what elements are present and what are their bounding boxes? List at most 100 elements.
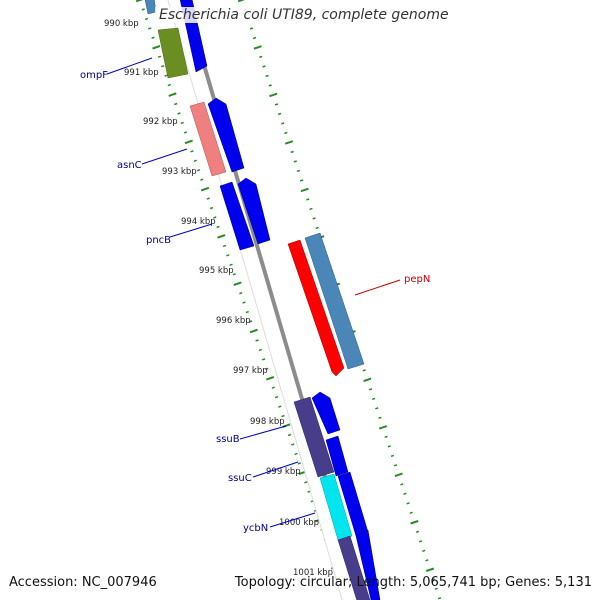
leader-asnC [141,148,188,165]
leader-ssuB [239,425,287,440]
inner-ruler-tick [297,462,301,465]
inner-ruler-tick [245,310,249,314]
gene-blue-3[interactable] [237,177,271,245]
outer-ruler-tick [293,160,297,163]
outer-ruler-tick [403,492,407,496]
inner-ruler-tick [148,27,152,30]
inner-ruler-tick [265,376,275,381]
inner-ruler-tick [164,74,168,77]
inner-ruler-tick [249,328,258,334]
inner-ruler-tick [265,367,269,371]
gene-ssuB[interactable] [293,396,335,478]
inner-ruler-tick [213,216,217,219]
gene-label-ycbN[interactable]: ycbN [243,523,268,534]
gene-ompF[interactable] [157,27,189,79]
inner-ruler-tick [183,131,188,134]
inner-ruler-tick [278,405,282,408]
outer-ruler-tick [269,92,278,98]
leader-ycbN [269,512,316,528]
inner-ruler-tick [281,414,285,418]
gene-blue-7[interactable] [355,529,381,600]
outer-ruler-tick [252,36,257,40]
tick-label-993: 993 kbp [162,167,197,177]
outer-ruler-tick [312,217,316,220]
inner-ruler-tick [261,358,266,361]
inner-ruler-tick [177,112,181,115]
inner-ruler-tick [217,234,226,239]
outer-ruler-tick [431,578,435,581]
gene-label-ssuB[interactable]: ssuB [216,434,240,445]
outer-ruler-tick [309,207,313,211]
gene-asnC[interactable] [189,101,227,177]
inner-ruler-tick [174,102,178,106]
gene-label-asnC[interactable]: asnC [117,160,142,171]
inner-ruler-tick [291,443,295,446]
outer-ruler-tick [390,454,395,458]
outer-ruler-tick [434,587,438,590]
outer-ruler-tick [259,55,263,59]
inner-ruler-tick [157,55,162,58]
inner-ruler-tick [307,490,311,493]
tick-label-990: 990 kbp [104,19,139,29]
inner-ruler-tick [180,121,184,125]
leader-pepN [354,279,401,296]
outer-ruler-tick [406,502,410,505]
gene-label-ompF[interactable]: ompF [80,70,108,81]
tick-label-1001: 1001 kbp [293,568,333,578]
gene-ssuC[interactable] [319,473,353,541]
inner-ruler-tick [135,0,144,3]
inner-ruler-tick [274,395,279,399]
inner-ruler-tick [255,339,259,342]
gene-pepN[interactable] [287,239,345,377]
outer-ruler-tick [274,103,279,106]
inner-ruler-tick [248,320,253,323]
tick-label-991: 991 kbp [124,68,159,78]
outer-ruler-tick [375,407,379,410]
inner-ruler-tick [168,92,177,97]
outer-ruler-tick [394,472,403,478]
inner-ruler-tick [152,45,161,50]
outer-ruler-tick [253,45,262,50]
outer-ruler-tick [415,530,420,534]
outer-ruler-tick [284,131,288,135]
gene-blue-4[interactable] [311,391,341,435]
inner-ruler-tick [304,481,308,484]
leader-pncB [169,223,213,238]
gene-blue-2[interactable] [207,97,245,173]
outer-ruler-tick [387,445,391,448]
outer-ruler-tick [371,397,376,401]
outer-ruler-tick [362,369,366,372]
gene-ycbN[interactable] [337,535,371,600]
inner-ruler-tick [232,273,236,276]
gene-pepN-outer[interactable] [304,232,365,370]
gene-label-pepN[interactable]: pepN [404,274,430,285]
outer-ruler-tick [237,0,246,3]
inner-ruler-tick [144,17,149,21]
genome-stats-label: Topology: circular; Length: 5,065,741 bp… [234,575,592,590]
inner-ruler-tick [287,433,292,437]
outer-ruler-tick [384,435,388,439]
inner-ruler-tick [200,178,204,181]
tick-label-996: 996 kbp [216,316,251,326]
inner-ruler-tick [196,168,201,172]
inner-ruler-tick [193,159,197,163]
inner-ruler-tick [200,186,210,192]
tick-label-1000: 1000 kbp [279,518,319,528]
outer-ruler-tick [265,74,269,78]
gene-label-ssuC[interactable]: ssuC [228,473,252,484]
gene-blue-5[interactable] [325,435,349,477]
inner-ruler-tick [233,281,242,286]
gene-label-pncB[interactable]: pncB [146,235,171,246]
outer-ruler-tick [425,559,429,562]
inner-ruler-tick [151,36,155,40]
outer-ruler-tick [425,567,435,572]
tick-label-995: 995 kbp [199,266,234,276]
gene-pncB[interactable] [219,181,255,251]
inner-ruler-tick [190,150,194,153]
outer-ruler-tick [400,483,404,486]
outer-ruler-tick [393,464,398,467]
outer-ruler-tick [277,112,282,116]
accession-label: Accession: NC_007946 [9,575,157,590]
outer-ruler-tick [281,122,285,125]
outer-ruler-tick [368,388,373,391]
